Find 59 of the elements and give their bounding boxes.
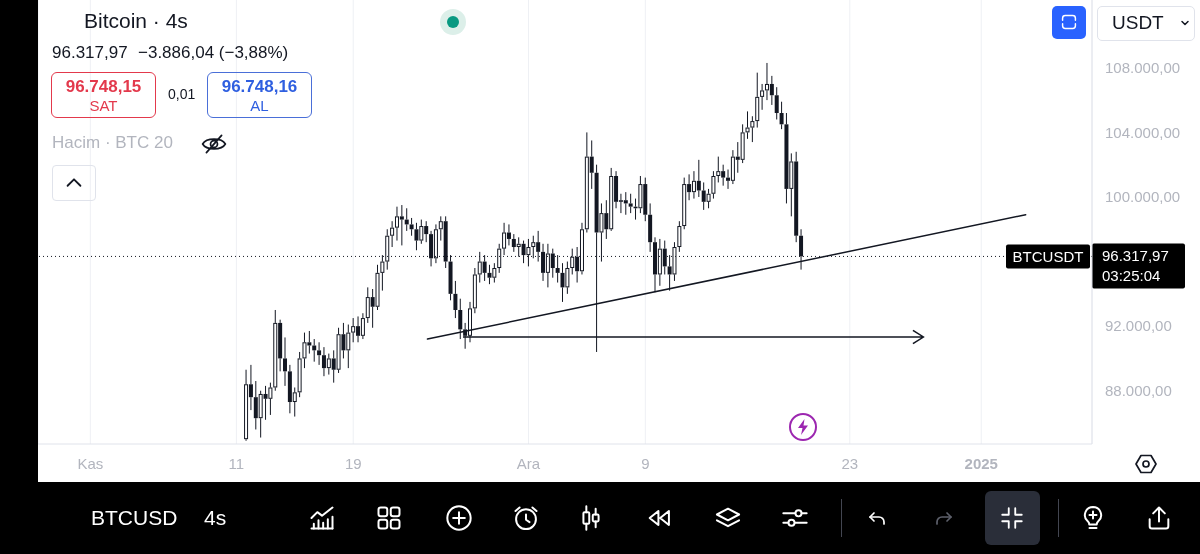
- sell-button: 96.748,15 SAT: [51, 72, 156, 118]
- candlestick: [565, 261, 570, 295]
- y-tick-label: 92.000,00: [1105, 317, 1172, 335]
- candlestick: [283, 336, 288, 387]
- candlestick: [760, 83, 765, 111]
- candlestick: [755, 72, 760, 129]
- candlestick: [623, 191, 628, 216]
- x-tick-label: 9: [641, 454, 650, 472]
- candlestick: [399, 204, 404, 246]
- annotation: 96.748,15: [64, 77, 143, 97]
- candlestick: [711, 170, 716, 200]
- x-tick-label: 19: [344, 454, 362, 472]
- annotation: 96.748,16: [220, 77, 299, 97]
- candlestick: [390, 220, 395, 248]
- candlestick: [716, 156, 721, 183]
- candlestick: [487, 264, 492, 285]
- buy-button: 96.748,16 AL: [207, 72, 312, 118]
- x-tick-label: Ara: [516, 454, 541, 472]
- text: 96.317,97: [1102, 246, 1169, 264]
- candlestick: [638, 175, 643, 214]
- candlestick: [317, 341, 322, 366]
- candlestick: [677, 220, 682, 253]
- y-tick-label: 108.000,00: [1105, 59, 1181, 77]
- annotation: −3.886,04 (−3,88%): [138, 43, 289, 63]
- ref-line-label: BTCUSDT: [1012, 247, 1084, 265]
- candlestick: [779, 101, 784, 130]
- candlestick: [706, 188, 711, 209]
- text: BTCUSD: [91, 506, 178, 531]
- annotation: SAT: [88, 97, 119, 115]
- text: 4s: [204, 506, 227, 531]
- candlestick: [336, 327, 341, 374]
- text: 03:25:04: [1102, 266, 1161, 284]
- candlestick: [769, 75, 774, 106]
- candlestick: [628, 193, 633, 214]
- candlestick: [375, 264, 380, 311]
- annotation: Hacim · BTC 20: [52, 133, 173, 153]
- annotation: AL: [249, 97, 270, 115]
- x-tick-label: 23: [841, 454, 859, 472]
- y-tick-label: 88.000,00: [1105, 382, 1172, 400]
- candlestick: [696, 159, 701, 198]
- annotation: 96.317,97: [52, 43, 128, 63]
- candlestick: [506, 223, 511, 246]
- y-tick-label: 100.000,00: [1105, 188, 1181, 206]
- y-tick-label: 104.000,00: [1105, 123, 1181, 141]
- candlestick: [784, 112, 789, 204]
- candlestick: [409, 217, 414, 237]
- candlestick: [360, 312, 365, 340]
- candlestick: [648, 202, 653, 253]
- candlestick: [244, 369, 249, 442]
- x-tick-label: 11: [228, 454, 245, 472]
- text: USDT: [1112, 12, 1164, 34]
- candlestick: [682, 177, 687, 230]
- candlestick: [453, 280, 458, 319]
- x-tick-label: 2025: [964, 454, 998, 472]
- candlestick: [414, 222, 419, 251]
- chart-title: Bitcoin · 4s: [84, 9, 188, 34]
- x-tick-label: Kas: [77, 454, 104, 472]
- annotation: 0,01: [168, 86, 196, 103]
- candlestick: [774, 86, 779, 120]
